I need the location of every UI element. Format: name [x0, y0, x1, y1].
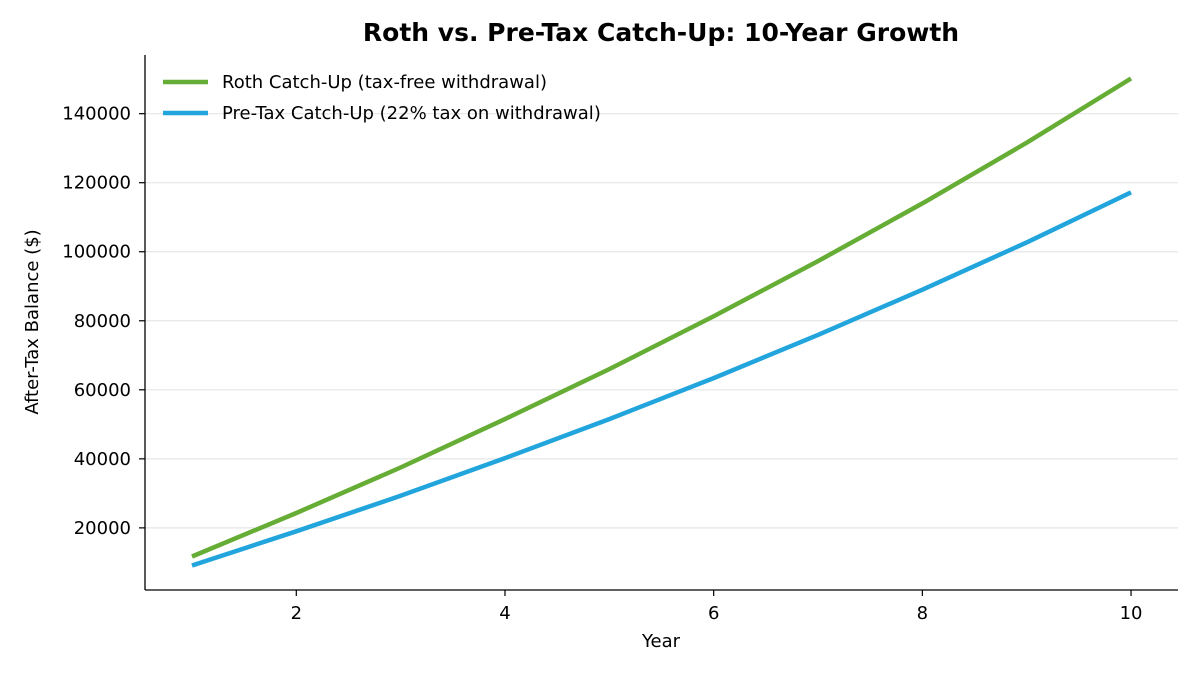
y-tick-label: 20000 — [74, 518, 131, 539]
x-tick-label: 10 — [1120, 603, 1143, 624]
y-axis-ticks: 20000 40000 60000 80000 100000 120000 140000 — [62, 104, 145, 539]
y-tick-label: 40000 — [74, 449, 131, 470]
x-tick-label: 4 — [499, 603, 510, 624]
series-line — [191, 76, 1133, 559]
gridlines — [145, 113, 1178, 529]
chart-title: Roth vs. Pre-Tax Catch-Up: 10-Year Growt… — [363, 18, 959, 47]
x-tick-label: 6 — [708, 603, 719, 624]
x-axis-label: Year — [641, 631, 681, 652]
y-tick-label: 60000 — [74, 380, 131, 401]
series-line — [191, 190, 1132, 568]
series-lines — [191, 76, 1133, 568]
x-tick-label: 8 — [917, 603, 928, 624]
x-axis-ticks: 2 4 6 8 10 — [291, 590, 1143, 624]
y-tick-label: 80000 — [74, 311, 131, 332]
legend-label: Roth Catch-Up (tax-free withdrawal) — [222, 72, 547, 93]
y-axis-label: After-Tax Balance ($) — [22, 229, 43, 414]
y-tick-label: 120000 — [62, 173, 131, 194]
x-tick-label: 2 — [291, 603, 302, 624]
legend: Roth Catch-Up (tax-free withdrawal) Pre-T… — [163, 72, 601, 124]
y-tick-label: 140000 — [62, 104, 131, 125]
y-tick-label: 100000 — [62, 242, 131, 263]
legend-label: Pre-Tax Catch-Up (22% tax on withdrawal) — [222, 103, 601, 124]
